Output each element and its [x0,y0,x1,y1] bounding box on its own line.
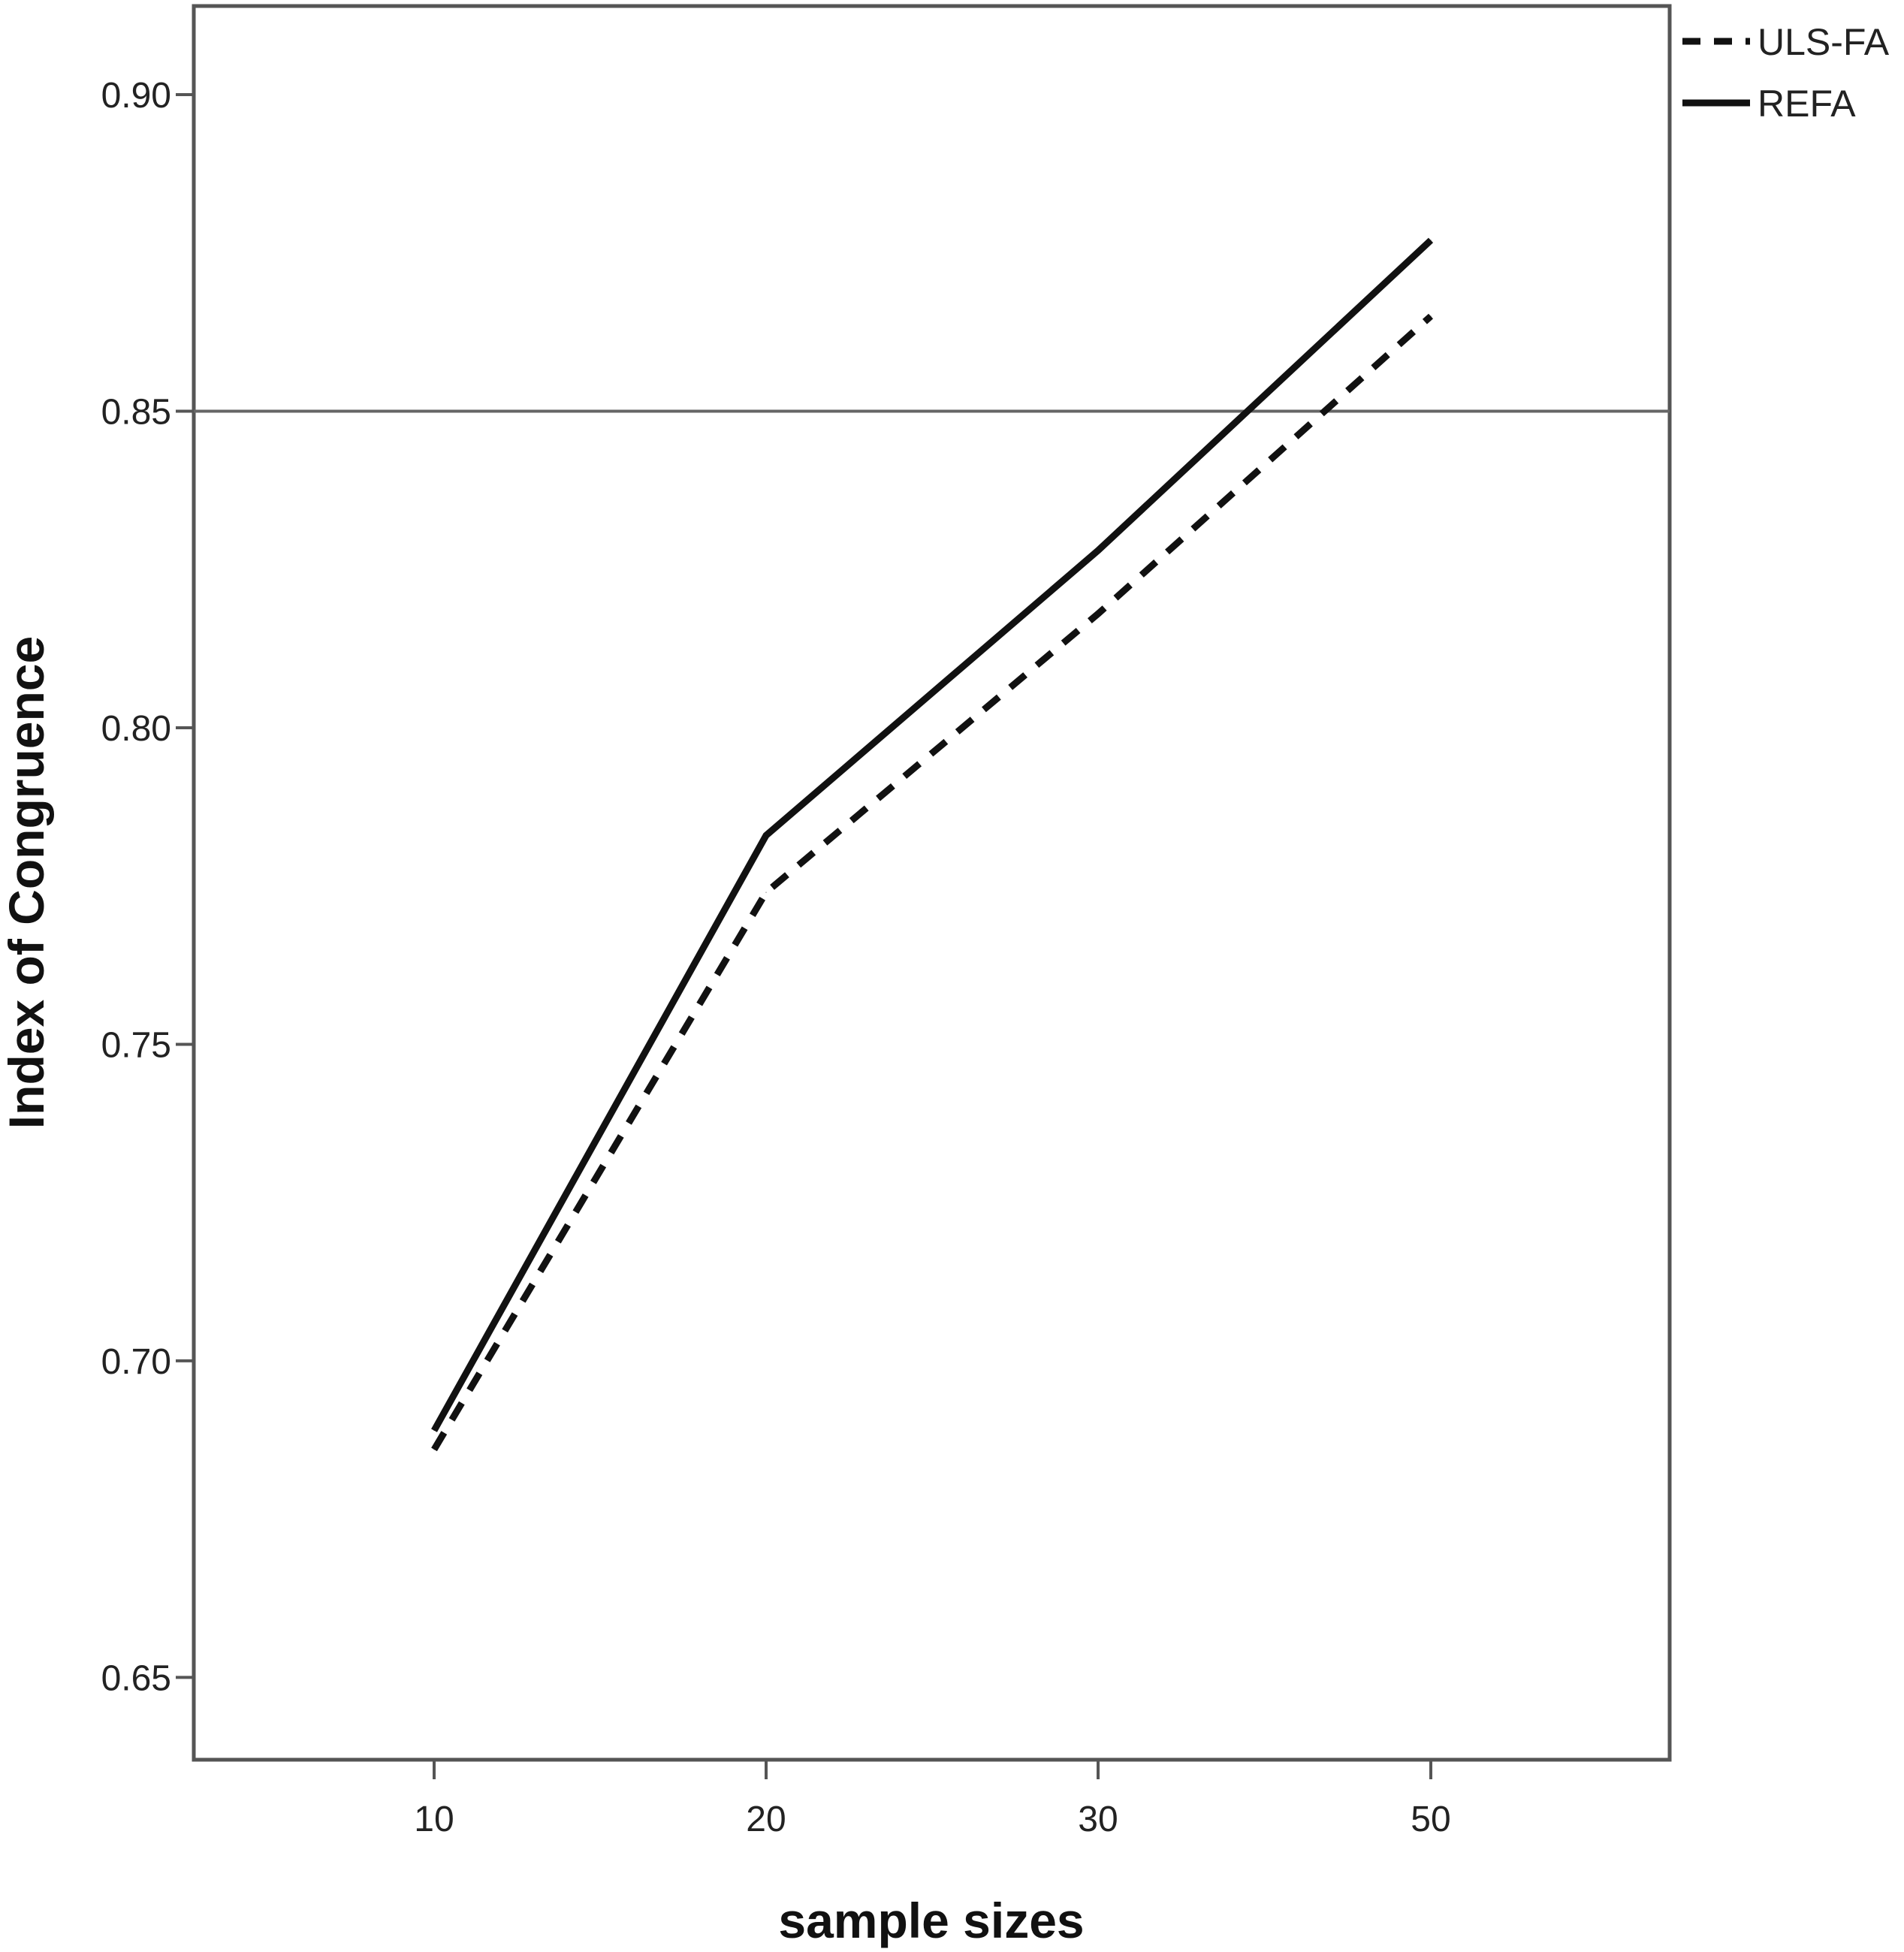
x-axis: 10 20 30 50 [414,1760,1451,1839]
y-tick-label: 0.85 [101,392,171,432]
x-tick-label: 20 [746,1800,786,1839]
legend: ULS-FA REFA [1682,21,1890,125]
y-axis-title: Index of Congruence [0,636,54,1129]
y-axis: 0.65 0.70 0.75 0.80 0.85 0.90 [101,76,194,1698]
data-point-refa [765,834,767,836]
y-tick-label: 0.80 [101,709,171,749]
legend-label-uls-fa: ULS-FA [1758,21,1890,63]
x-tick-label: 30 [1078,1800,1118,1839]
y-tick-label: 0.90 [101,76,171,116]
series-line-uls-fa [431,313,1433,1452]
data-point-refa [433,1430,435,1432]
data-point-uls-fa [433,1449,435,1450]
data-point-refa [1097,550,1099,551]
data-point-uls-fa [1430,315,1432,317]
y-tick-label: 0.65 [101,1658,171,1698]
data-point-uls-fa [765,892,767,893]
y-tick-label: 0.75 [101,1025,171,1065]
x-tick-label: 10 [414,1800,454,1839]
x-tick-label: 50 [1411,1800,1450,1839]
series-layer [431,237,1434,1452]
legend-label-refa: REFA [1758,83,1856,125]
y-tick-label: 0.70 [101,1342,171,1382]
x-axis-title: sample sizes [778,1893,1084,1948]
series-line-refa [431,237,1434,1432]
plot-frame [192,4,1672,1762]
